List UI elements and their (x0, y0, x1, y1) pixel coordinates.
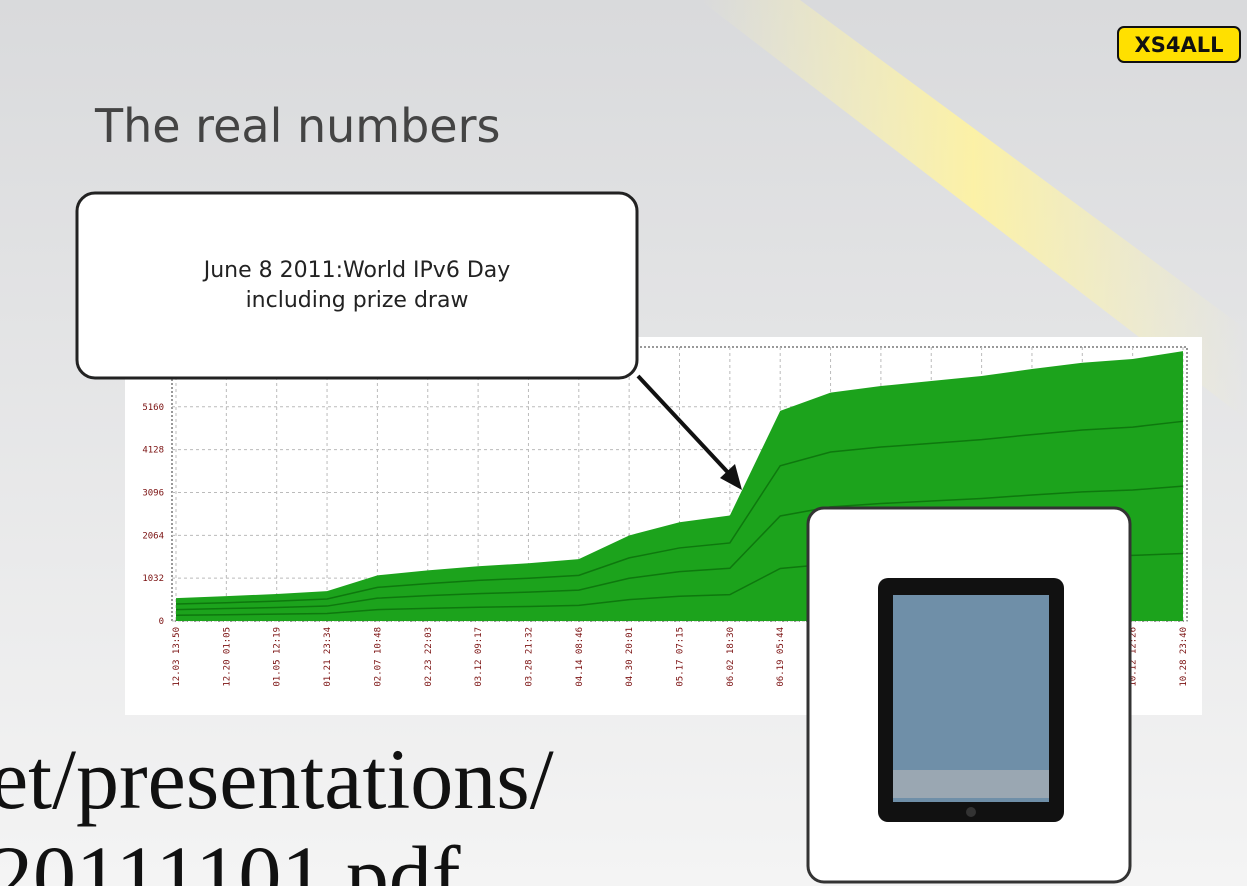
tablet-image (878, 578, 1064, 822)
x-tick-label: 12.20 01:05 (222, 627, 232, 687)
x-tick-label: 01.05 12:19 (273, 627, 283, 687)
x-tick-label: 06.19 05:44 (776, 627, 786, 687)
tablet-dock (893, 770, 1049, 798)
tablet-button (966, 807, 976, 817)
x-tick-label: 04.30 20:01 (625, 627, 635, 687)
x-tick-label: 05.17 07:15 (676, 627, 686, 687)
x-tick-label: 12.03 13:50 (172, 627, 182, 687)
x-tick-label: 03.12 09:17 (474, 627, 484, 687)
x-tick-label: 02.07 10:48 (373, 627, 383, 687)
callout-box (77, 193, 637, 378)
x-tick-label: 06.02 18:30 (726, 627, 736, 687)
url-text: et/presentations/ (0, 731, 554, 827)
y-tick-label: 2064 (142, 531, 164, 541)
y-tick-label: 1032 (142, 574, 164, 584)
y-tick-label: 4128 (142, 446, 164, 456)
page: XS4ALL The real numbers 0 1032 2064 3096 412… (0, 0, 1247, 886)
x-tick-label: 10.28 23:40 (1179, 627, 1189, 687)
x-tick-label: 03.28 21:32 (524, 627, 534, 687)
slide-title: The real numbers (94, 99, 500, 153)
y-tick-label: 0 (159, 617, 164, 627)
callout-text: including prize draw (246, 288, 469, 313)
y-tick-label: 5160 (142, 403, 164, 413)
x-tick-label: 04.14 08:46 (575, 627, 585, 687)
slide: XS4ALL The real numbers 0 1032 2064 3096 412… (0, 0, 1247, 886)
callout-text: June 8 2011:World IPv6 Day (202, 258, 511, 283)
x-tick-label: 02.23 22:03 (424, 627, 434, 687)
x-tick-label: 01.21 23:34 (323, 627, 333, 687)
url-text: 20111101.pdf (0, 828, 461, 886)
y-tick-label: 3096 (142, 488, 164, 498)
logo: XS4ALL (1135, 33, 1224, 57)
